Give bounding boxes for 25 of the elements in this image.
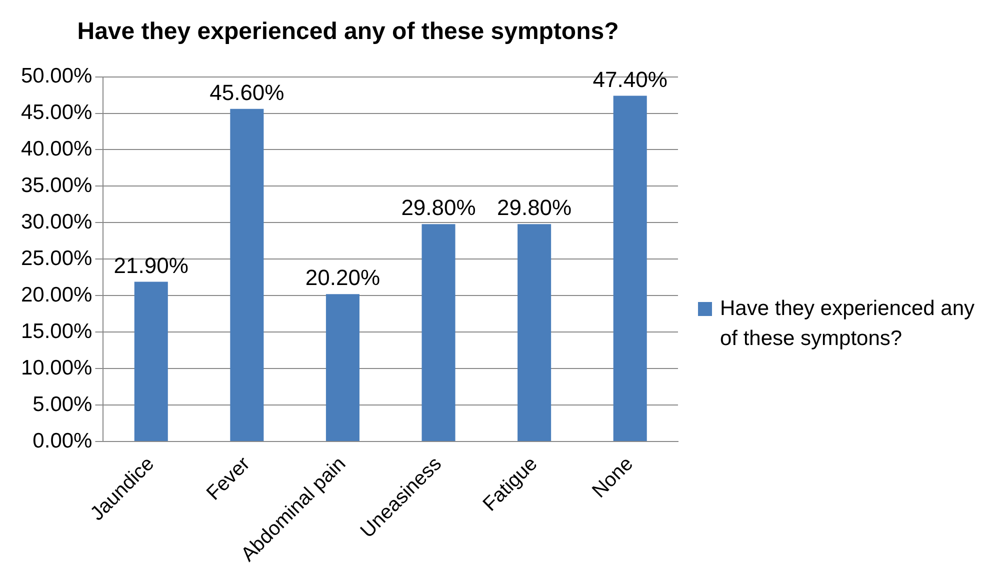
y-tick-label: 50.00%: [20, 64, 92, 88]
data-label: 45.60%: [210, 80, 284, 105]
y-tick-label: 30.00%: [20, 210, 92, 234]
y-tick-label: 15.00%: [20, 320, 92, 343]
data-label: 29.80%: [401, 195, 476, 220]
bar: [518, 224, 552, 442]
data-label: 47.40%: [592, 66, 668, 92]
y-tick-label: 0.00%: [32, 429, 92, 452]
y-tick-label: 35.00%: [20, 174, 92, 198]
chart-title: Have they experienced any of these symptons?: [77, 18, 619, 46]
data-label: 21.90%: [114, 252, 188, 278]
y-tick-label: 20.00%: [20, 283, 92, 306]
y-tick-label: 5.00%: [32, 392, 92, 416]
legend-label: Have they experienced any of these symptons?: [720, 296, 976, 352]
bar: [422, 224, 456, 442]
y-tick-label: 10.00%: [20, 356, 92, 380]
y-tick-label: 45.00%: [20, 101, 92, 124]
bar: [613, 96, 647, 442]
bar: [230, 108, 264, 442]
data-label: 29.80%: [496, 195, 572, 220]
y-tick-label: 25.00%: [20, 246, 92, 270]
bar: [326, 294, 360, 442]
bar: [134, 282, 168, 442]
y-tick-label: 40.00%: [20, 138, 92, 161]
data-label: 20.20%: [305, 265, 380, 290]
